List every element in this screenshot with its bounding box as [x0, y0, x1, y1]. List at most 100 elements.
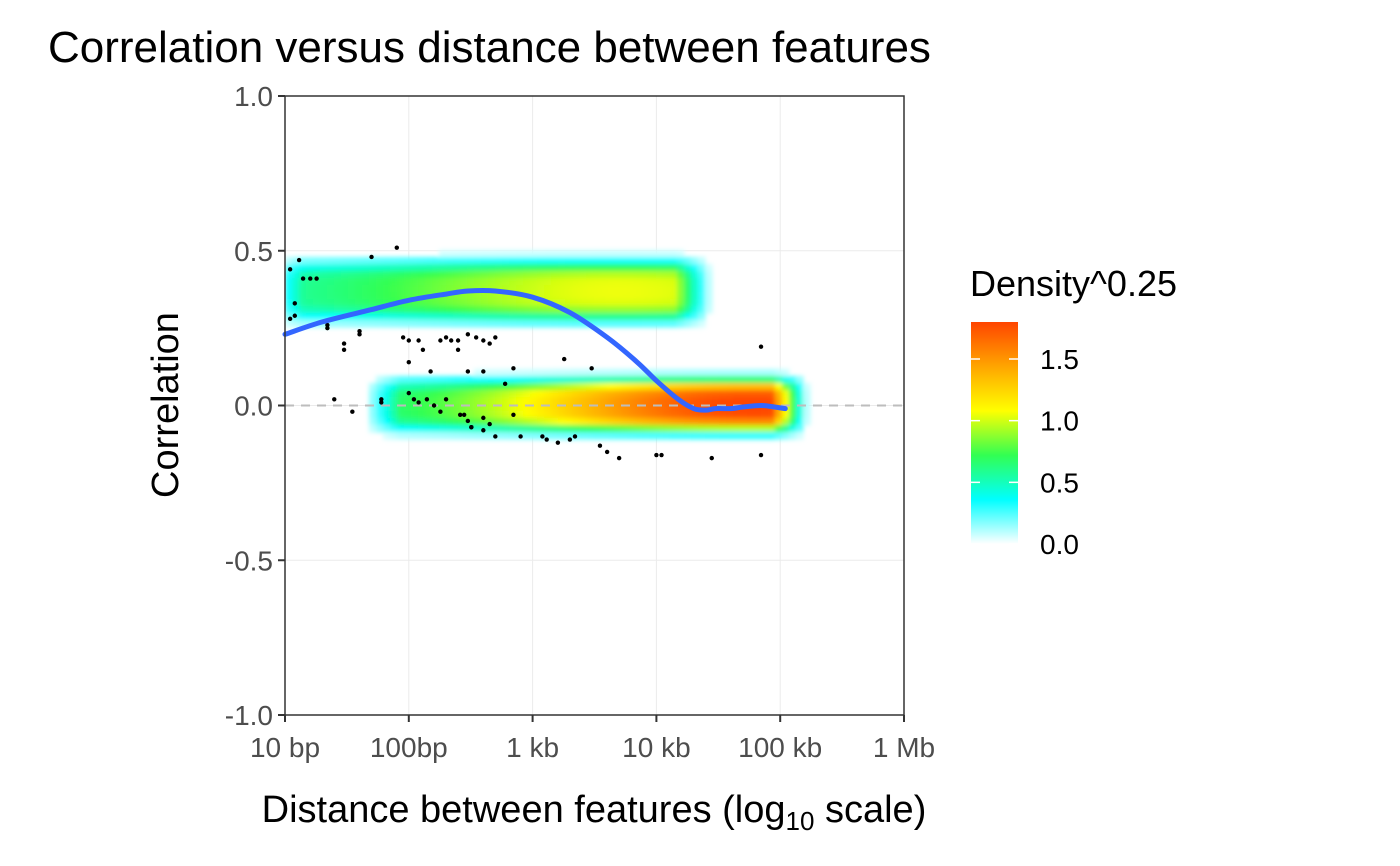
density-tile	[551, 390, 559, 398]
density-tile	[481, 404, 489, 412]
density-tile	[691, 397, 699, 405]
density-tile	[397, 404, 405, 412]
density-tile	[691, 264, 699, 272]
density-tile	[411, 418, 419, 426]
density-tile	[432, 383, 440, 391]
density-tile	[698, 313, 706, 321]
density-tile	[369, 264, 377, 272]
density-tile	[341, 320, 349, 328]
density-tile	[670, 313, 678, 321]
density-tile	[572, 285, 580, 293]
density-tile	[754, 383, 762, 391]
density-tile	[593, 285, 601, 293]
density-tile	[635, 383, 643, 391]
density-tile	[488, 299, 496, 307]
density-tile	[439, 397, 447, 405]
density-tile	[705, 292, 713, 300]
density-tile	[439, 257, 447, 265]
density-tile	[334, 285, 342, 293]
density-tile	[453, 425, 461, 433]
density-tile	[362, 278, 370, 286]
density-tile	[670, 285, 678, 293]
density-tile	[670, 383, 678, 391]
density-tile	[467, 418, 475, 426]
density-tile	[663, 257, 671, 265]
data-point	[465, 418, 471, 424]
density-tile	[607, 271, 615, 279]
density-tile	[306, 264, 314, 272]
density-tile	[565, 278, 573, 286]
density-tile	[320, 306, 328, 314]
density-tile	[502, 432, 510, 440]
density-tile	[446, 383, 454, 391]
density-tile	[600, 313, 608, 321]
density-tile	[691, 285, 699, 293]
density-tile	[614, 369, 622, 377]
density-tile	[747, 383, 755, 391]
density-tile	[299, 306, 307, 314]
density-tile	[761, 432, 769, 440]
density-tile	[488, 292, 496, 300]
density-tile	[803, 390, 811, 398]
density-tile	[439, 418, 447, 426]
density-tile	[383, 404, 391, 412]
density-tile	[425, 313, 433, 321]
density-tile	[684, 376, 692, 384]
density-tile	[803, 418, 811, 426]
density-tile	[292, 271, 300, 279]
density-tile	[495, 285, 503, 293]
density-tile	[537, 320, 545, 328]
density-tile	[369, 404, 377, 412]
density-tile	[397, 285, 405, 293]
density-tile	[411, 278, 419, 286]
density-tile	[607, 320, 615, 328]
density-tile	[768, 369, 776, 377]
density-tile	[796, 411, 804, 419]
density-tile	[642, 257, 650, 265]
density-tile	[572, 264, 580, 272]
density-tile	[768, 418, 776, 426]
density-tile	[663, 418, 671, 426]
density-tile	[397, 432, 405, 440]
density-tile	[453, 285, 461, 293]
density-tile	[670, 425, 678, 433]
density-tile	[733, 376, 741, 384]
density-tile	[677, 292, 685, 300]
density-tile	[726, 383, 734, 391]
density-tile	[649, 397, 657, 405]
density-tile	[754, 411, 762, 419]
density-tile	[404, 425, 412, 433]
density-tile	[488, 432, 496, 440]
x-tick-label: 1 kb	[506, 732, 559, 763]
density-tile	[670, 320, 678, 328]
density-tile	[761, 376, 769, 384]
density-tile	[607, 369, 615, 377]
density-tile	[656, 292, 664, 300]
density-tile	[558, 264, 566, 272]
density-tile	[551, 425, 559, 433]
data-point	[511, 412, 516, 417]
density-tile	[348, 271, 356, 279]
density-tile	[467, 404, 475, 412]
density-tile	[481, 250, 489, 258]
density-tile	[621, 376, 629, 384]
density-tile	[418, 425, 426, 433]
density-tile	[348, 257, 356, 265]
density-tile	[355, 264, 363, 272]
density-tile	[488, 320, 496, 328]
data-point	[654, 452, 659, 458]
density-tile	[670, 264, 678, 272]
density-tile	[796, 397, 804, 405]
density-tile	[635, 376, 643, 384]
density-tile	[558, 425, 566, 433]
density-tile	[656, 397, 664, 405]
density-tile	[523, 376, 531, 384]
data-point	[325, 322, 330, 328]
density-tile	[474, 369, 482, 377]
density-tile	[782, 411, 790, 419]
density-tile	[509, 264, 517, 272]
density-tile	[586, 271, 594, 279]
data-point	[457, 412, 463, 417]
density-tile	[383, 418, 391, 426]
density-tile	[670, 404, 678, 412]
